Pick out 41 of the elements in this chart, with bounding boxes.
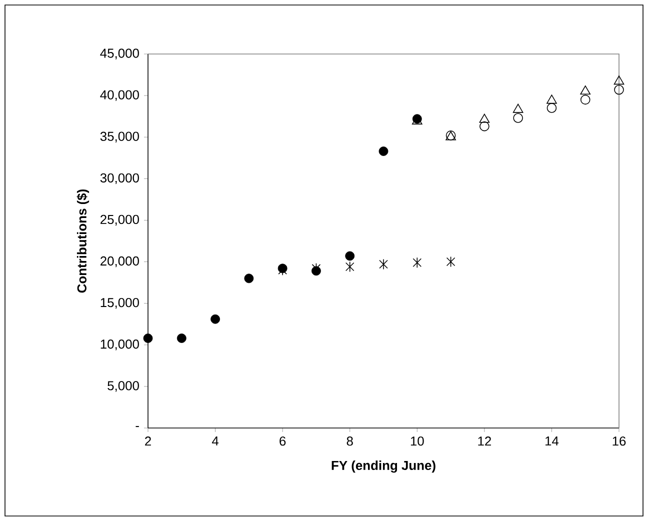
x-tick-label: 8 bbox=[346, 436, 353, 446]
x-axis-title: FY (ending June) bbox=[332, 460, 436, 473]
point bbox=[378, 146, 388, 156]
y-tick-label: 35,000 bbox=[100, 132, 139, 142]
point bbox=[379, 258, 388, 270]
point bbox=[513, 113, 523, 123]
point bbox=[512, 104, 524, 113]
point bbox=[546, 103, 557, 113]
point bbox=[614, 84, 624, 95]
point bbox=[312, 263, 321, 274]
y-tick-label: 20,000 bbox=[100, 256, 139, 268]
y-tick-label: 10,000 bbox=[100, 340, 139, 350]
y-tick-label: 40,000 bbox=[100, 90, 139, 101]
x-tick-label: 14 bbox=[546, 436, 559, 446]
point bbox=[479, 114, 490, 123]
point bbox=[244, 274, 254, 284]
y-tick-label: 25,000 bbox=[100, 214, 139, 226]
point bbox=[446, 256, 456, 268]
x-tick-label: 4 bbox=[212, 436, 219, 446]
point bbox=[580, 86, 591, 95]
point bbox=[480, 121, 490, 132]
y-tick-label: 45,000 bbox=[100, 48, 139, 60]
x-tick-label: 16 bbox=[612, 436, 626, 446]
x-tick-label: 12 bbox=[478, 436, 491, 446]
point bbox=[580, 94, 590, 105]
point bbox=[176, 334, 186, 343]
x-tick-label: 2 bbox=[145, 436, 151, 446]
point bbox=[345, 251, 355, 261]
point bbox=[614, 76, 624, 85]
point bbox=[546, 94, 557, 104]
point bbox=[210, 314, 220, 324]
point bbox=[345, 261, 354, 272]
x-tick-label: 10 bbox=[410, 436, 424, 446]
y-tick-label: - bbox=[136, 426, 139, 428]
x-tick-label: 6 bbox=[280, 436, 286, 446]
y-tick-label: 5,000 bbox=[108, 381, 139, 392]
y-tick-label: 30,000 bbox=[100, 173, 139, 184]
point bbox=[143, 334, 153, 343]
y-tick-label: 15,000 bbox=[100, 298, 139, 309]
point bbox=[412, 257, 422, 268]
y-axis-title: Contributions ($) bbox=[76, 189, 90, 293]
